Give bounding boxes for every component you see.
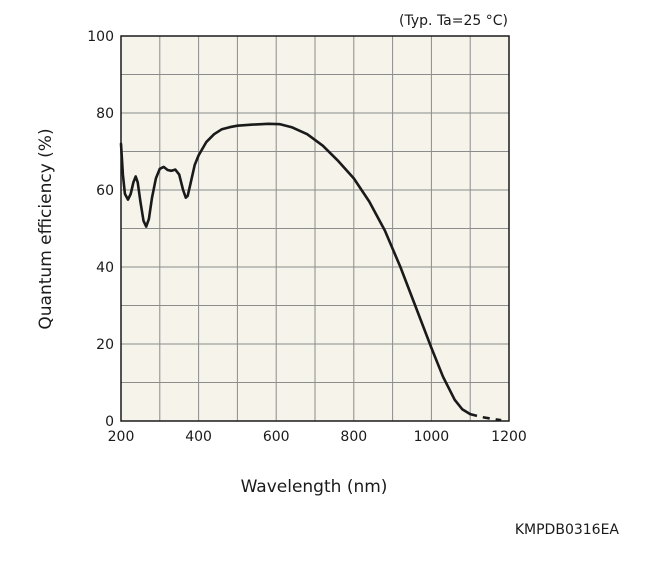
x-tick-label: 800: [340, 429, 367, 445]
qe-curve-extrapolated: [469, 412, 502, 422]
data-series: [119, 122, 502, 422]
y-tick-label: 100: [87, 29, 114, 45]
measurement-condition-note: (Typ. Ta=25 °C): [399, 13, 508, 29]
y-tick-labels: 0 20 40 60 80 100: [87, 29, 114, 430]
x-tick-label: 1000: [414, 429, 450, 445]
x-tick-labels: 200 400 600 800 1000 1200: [108, 429, 527, 445]
grid-lines: [121, 36, 509, 421]
y-tick-label: 0: [105, 414, 114, 430]
y-tick-label: 20: [96, 337, 114, 353]
x-tick-label: 600: [263, 429, 290, 445]
plot-frame: [120, 35, 510, 422]
figure-code: KMPDB0316EA: [515, 522, 620, 538]
y-tick-label: 80: [96, 106, 114, 122]
qe-curve: [119, 122, 472, 416]
x-tick-label: 200: [108, 429, 135, 445]
x-tick-label: 1200: [491, 429, 527, 445]
x-tick-label: 400: [185, 429, 212, 445]
y-tick-label: 60: [96, 183, 114, 199]
y-axis-title: Quantum efficiency (%): [36, 128, 56, 329]
x-axis-title: Wavelength (nm): [241, 477, 388, 497]
y-tick-label: 40: [96, 260, 114, 276]
